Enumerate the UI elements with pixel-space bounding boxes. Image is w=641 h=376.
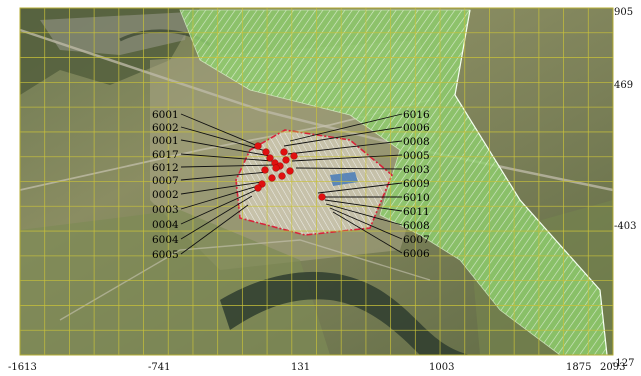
source-label: 6010: [403, 192, 430, 204]
leader-line: [289, 113, 403, 142]
x-tick-label: -1613: [8, 362, 37, 373]
x-axis-ticks: -1613 -741 131 1003 1875 2093: [8, 362, 625, 373]
x-tick-label: 2093: [600, 362, 625, 373]
source-label: 0007: [152, 175, 179, 187]
emission-source-dot: [278, 172, 286, 180]
leader-line: [180, 204, 249, 255]
leader-line: [291, 154, 403, 162]
leader-line: [287, 140, 403, 155]
leader-line: [329, 207, 403, 240]
y-tick-label: 905: [614, 7, 633, 18]
emission-source-points: [254, 142, 326, 201]
leader-line: [317, 182, 403, 194]
source-label: 0008: [403, 136, 430, 148]
y-tick-label: -127: [612, 358, 634, 369]
source-label: 6006: [403, 248, 430, 260]
leader-line: [180, 195, 253, 240]
source-labels-right: 6016 0006 0008 0005 6003 6009 6010 6011 …: [403, 109, 430, 260]
leader-line: [180, 171, 269, 181]
leader-line: [324, 199, 403, 212]
site-boundary: [235, 129, 393, 236]
x-tick-label: -741: [148, 362, 170, 373]
source-label: 6001: [152, 109, 179, 121]
leader-line: [180, 189, 257, 225]
emission-source-dot: [282, 156, 290, 164]
source-label: 6011: [403, 206, 430, 218]
emission-source-dot: [254, 142, 262, 150]
emission-source-dot: [318, 193, 326, 201]
leader-line: [180, 126, 267, 152]
leader-line: [180, 153, 273, 162]
source-label: 6002: [152, 122, 179, 134]
leader-line: [180, 113, 259, 147]
emission-source-dot: [262, 148, 270, 156]
source-label: 0004: [152, 219, 179, 231]
leader-line: [295, 167, 403, 170]
y-axis-ticks: 905 469 -403 -127: [612, 7, 636, 369]
emission-source-dot: [286, 167, 294, 175]
source-label: 6012: [152, 162, 179, 174]
source-label: 0001: [152, 135, 179, 147]
source-label: 0003: [152, 204, 179, 216]
source-label: 0005: [403, 150, 430, 162]
grid-frame: [19, 7, 614, 356]
source-label: 0002: [152, 189, 179, 201]
y-tick-label: -403: [614, 221, 636, 232]
source-label: 6008: [403, 220, 430, 232]
source-label: 6007: [403, 234, 430, 246]
emission-source-dot: [261, 166, 269, 174]
emission-source-dot: [272, 164, 280, 172]
x-tick-label: 1875: [566, 362, 591, 373]
source-label: 6005: [152, 249, 179, 261]
source-label: 6004: [152, 234, 179, 246]
source-label: 6003: [403, 164, 430, 176]
emission-source-dot: [268, 174, 276, 182]
coordinate-grid: [20, 8, 613, 355]
emission-source-dot: [266, 154, 274, 162]
source-label: 6017: [152, 149, 179, 161]
source-label: 0006: [403, 122, 430, 134]
leader-line: [180, 139, 271, 157]
site-fill: [236, 130, 392, 235]
y-tick-label: 469: [614, 80, 633, 91]
leader-line: [283, 126, 403, 147]
emission-source-dot: [290, 152, 298, 160]
emission-source-dot: [280, 148, 288, 156]
source-labels-left: 6001 6002 0001 6017 6012 0007 0002 0003 …: [152, 109, 179, 261]
green-hatched-zone-edge: [454, 9, 608, 356]
leader-line: [180, 181, 263, 195]
emission-source-dot: [254, 184, 262, 192]
source-leader-lines: [180, 113, 403, 255]
leader-line: [332, 211, 403, 254]
blue-roof: [330, 172, 358, 186]
x-tick-label: 131: [291, 362, 310, 373]
source-label: 6016: [403, 109, 430, 121]
leader-line: [180, 185, 259, 210]
leader-line: [325, 203, 403, 226]
source-label: 6009: [403, 178, 430, 190]
x-tick-label: 1003: [429, 362, 454, 373]
leader-line: [180, 164, 275, 168]
